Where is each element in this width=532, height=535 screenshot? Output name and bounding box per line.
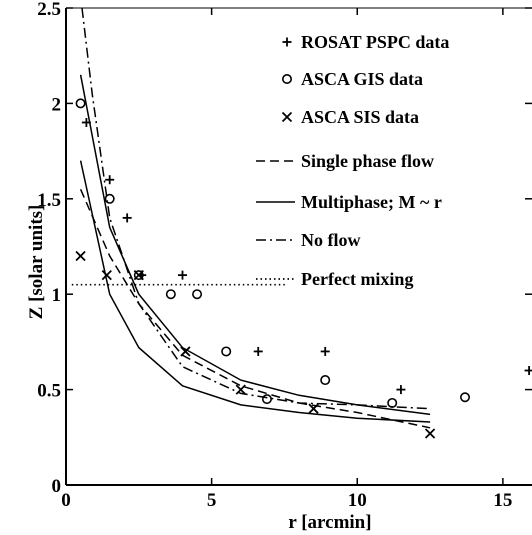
- x-axis-label: r [arcmin]: [288, 512, 371, 533]
- legend-label: No flow: [301, 230, 361, 250]
- x-tick-label: 10: [348, 490, 367, 511]
- legend-swatch-circle: [281, 74, 292, 85]
- series-0-plus-point: [122, 213, 132, 223]
- series-6-line: [81, 7, 431, 410]
- x-marker-b: [133, 269, 144, 281]
- series-1-circle-point: [75, 98, 86, 109]
- x-marker-b: [281, 111, 293, 123]
- series-1-circle-point: [320, 375, 331, 386]
- legend-swatch-x: [281, 111, 293, 123]
- series-layer: [71, 7, 532, 439]
- legend: ROSAT PSPC data ASCA GIS data ASCA SIS dat…: [256, 32, 449, 289]
- legend-label: ROSAT PSPC data: [301, 32, 449, 52]
- x-tick-label: 0: [61, 490, 71, 511]
- series-1-circle-point: [133, 270, 144, 281]
- legend-label: Perfect mixing: [301, 269, 413, 289]
- series-3-line: [79, 189, 431, 429]
- legend-label: Single phase flow: [301, 151, 434, 171]
- series-1-circle-point: [221, 346, 232, 357]
- series-2-x-point: [180, 346, 191, 357]
- y-tick-label: 2: [52, 94, 62, 115]
- y-tick-label: 0.5: [37, 381, 61, 402]
- x-marker-b: [75, 250, 86, 262]
- x-axis: 0 5 10 15: [61, 8, 512, 511]
- legend-swatch-plus: [282, 37, 292, 47]
- series-1-circle-point: [192, 289, 203, 300]
- series-1-circle-point: [387, 397, 398, 408]
- plot-frame: [65, 7, 532, 486]
- x-marker-b: [180, 346, 191, 357]
- series-0-plus-point: [178, 270, 187, 280]
- y-axis: 0 0.5 1 1.5 2 2.5: [37, 0, 532, 497]
- series-0-plus-point: [253, 346, 263, 356]
- x-marker-b: [101, 269, 112, 281]
- series-1-circle-point: [460, 392, 471, 403]
- series-2-x-point: [75, 250, 86, 262]
- x-tick-label: 15: [493, 490, 512, 511]
- y-tick-label: 1: [52, 285, 62, 306]
- legend-label: ASCA GIS data: [301, 69, 423, 89]
- y-tick-label: 1.5: [37, 190, 61, 211]
- x-marker-b: [424, 428, 436, 439]
- legend-label: ASCA SIS data: [301, 107, 419, 127]
- series-0-plus-point: [105, 175, 115, 185]
- series-2-x-point: [101, 269, 112, 281]
- series-5-line: [79, 160, 431, 423]
- series-1-circle-point: [104, 193, 115, 204]
- series-1-circle-point: [165, 289, 176, 300]
- y-tick-label: 2.5: [37, 0, 61, 20]
- series-0-plus-point: [524, 366, 532, 376]
- series-4-line: [79, 74, 431, 416]
- series-0-plus-point: [320, 346, 330, 356]
- y-tick-label: 0: [52, 476, 62, 497]
- series-1-circle-point: [261, 394, 272, 405]
- series-2-x-point: [424, 428, 436, 439]
- y-axis-label: Z [solar units]: [26, 205, 47, 320]
- x-tick-label: 5: [207, 490, 217, 511]
- legend-label: Multiphase; M ~ r: [301, 192, 442, 212]
- series-2-x-point: [133, 269, 144, 281]
- series-0-plus-point: [396, 385, 406, 395]
